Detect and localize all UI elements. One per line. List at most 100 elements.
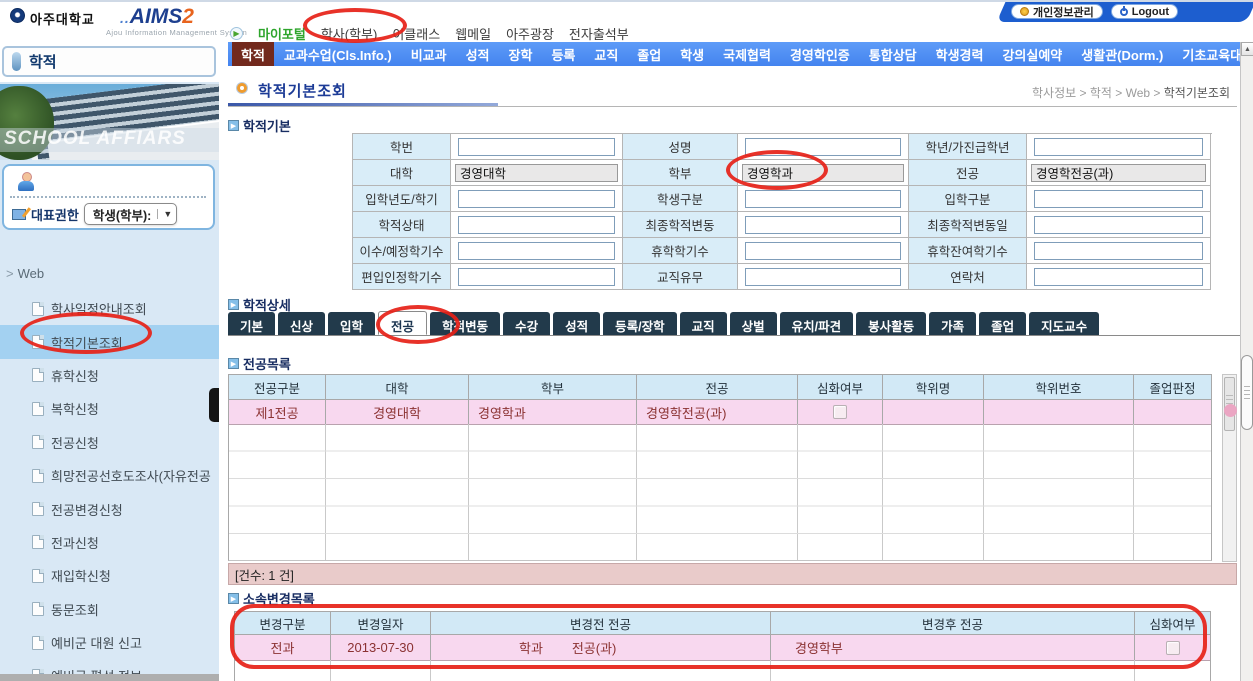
- menubar-item-basic-college[interactable]: 기초교육대학: [1182, 47, 1253, 63]
- sidebar-item-transfer[interactable]: 전과신청: [0, 526, 219, 559]
- university-name[interactable]: 아주대학교: [30, 12, 95, 27]
- sidebar-item-major-change[interactable]: 전공변경신청: [0, 492, 219, 525]
- tab-dispatch[interactable]: 유치/파견: [779, 312, 854, 335]
- top-menu-haksa[interactable]: 학사(학부): [320, 26, 378, 42]
- menubar-item-registration[interactable]: 등록: [551, 47, 576, 63]
- sidebar-bottom-strip: [0, 674, 219, 681]
- top-menu-ajou-plaza[interactable]: 아주광장: [506, 26, 554, 42]
- sidebar-item-record-basic[interactable]: 학적기본조회: [0, 325, 219, 359]
- student-id-input[interactable]: [458, 137, 615, 156]
- sidebar-item-return[interactable]: 복학신청: [0, 392, 219, 425]
- menubar-item-extracurricular[interactable]: 비교과: [410, 47, 447, 63]
- aims-logo-dots: ..: [120, 10, 130, 26]
- document-icon: [32, 335, 44, 350]
- top-menu-eclass[interactable]: 이클래스: [392, 26, 441, 42]
- page-scrollbar[interactable]: ▲: [1240, 42, 1253, 681]
- cell-department: 경영학과: [469, 400, 637, 425]
- grid-scrollbar[interactable]: [1222, 374, 1237, 562]
- tree-root[interactable]: > Web: [6, 266, 44, 281]
- menubar-item-hakjeok[interactable]: 학적: [232, 41, 274, 67]
- tab-courses[interactable]: 수강: [503, 312, 551, 335]
- intensive-checkbox[interactable]: [1165, 640, 1180, 655]
- top-menu-attendance[interactable]: 전자출석부: [568, 26, 629, 42]
- col-header: 대학: [326, 375, 469, 400]
- menubar-item-career[interactable]: 학생경력: [935, 47, 984, 63]
- col-header: 졸업판정: [1134, 375, 1212, 400]
- sidebar-item-readmission[interactable]: 재입학신청: [0, 559, 219, 592]
- tab-basic[interactable]: 기본: [228, 312, 276, 335]
- contact-input[interactable]: [1034, 267, 1203, 286]
- major-input[interactable]: [1031, 163, 1206, 182]
- name-input[interactable]: [745, 137, 901, 156]
- tab-grades[interactable]: 성적: [553, 312, 601, 335]
- last-change-date-input[interactable]: [1034, 215, 1203, 234]
- section-basic-header: ▶ 학적기본: [228, 116, 291, 135]
- last-change-input[interactable]: [745, 215, 901, 234]
- student-type-input[interactable]: [745, 189, 901, 208]
- menubar-item-dorm[interactable]: 생활관(Dorm.): [1081, 47, 1164, 63]
- menubar-item-classes[interactable]: 교과수업(Cls.Info.): [283, 47, 392, 63]
- sidebar-item-calendar[interactable]: 학사일정안내조회: [0, 292, 219, 325]
- menubar-item-counseling[interactable]: 통합상담: [868, 47, 917, 63]
- sidebar-item-leave[interactable]: 휴학신청: [0, 359, 219, 392]
- power-icon: [1119, 5, 1128, 16]
- grade-input[interactable]: [1034, 137, 1203, 156]
- privacy-button[interactable]: 개인정보관리: [1011, 4, 1103, 19]
- form-label: 학년/가진급학년: [909, 134, 1027, 160]
- logout-button[interactable]: Logout: [1110, 4, 1178, 19]
- completed-terms-input[interactable]: [458, 241, 615, 260]
- tab-advisor[interactable]: 지도교수: [1029, 312, 1100, 335]
- menubar-item-room-reserve[interactable]: 강의실예약: [1002, 47, 1063, 63]
- menubar-item-student[interactable]: 학생: [680, 47, 705, 63]
- top-header: 아주대학교 ..AIMS2 Ajou Information Managemen…: [0, 0, 1253, 42]
- sidebar-item-major-apply[interactable]: 전공신청: [0, 426, 219, 459]
- transfer-terms-input[interactable]: [458, 267, 615, 286]
- tab-rewards[interactable]: 상벌: [729, 312, 777, 335]
- department-input[interactable]: [742, 163, 904, 182]
- teaching-cert-input[interactable]: [745, 267, 901, 286]
- sidebar-collapse-handle[interactable]: [209, 388, 219, 422]
- menubar-item-mba-cert[interactable]: 경영학인증: [789, 47, 850, 63]
- tab-personal[interactable]: 신상: [278, 312, 326, 335]
- page-title-icon: [237, 83, 247, 93]
- tab-graduation[interactable]: 졸업: [979, 312, 1027, 335]
- intensive-checkbox[interactable]: [833, 405, 847, 419]
- leave-terms-input[interactable]: [745, 241, 901, 260]
- admission-year-input[interactable]: [458, 189, 615, 208]
- cell-before-major: 학과 전공(과): [431, 635, 771, 661]
- admission-type-input[interactable]: [1034, 189, 1203, 208]
- tab-family[interactable]: 가족: [929, 312, 977, 335]
- menubar-item-grades[interactable]: 성적: [465, 47, 490, 63]
- tab-volunteer[interactable]: 봉사활동: [856, 312, 927, 335]
- aims-logo[interactable]: ..AIMS2: [120, 5, 194, 29]
- chevron-down-icon[interactable]: ▼: [157, 209, 172, 219]
- sidebar-item-reserve-report[interactable]: 예비군 대원 신고: [0, 626, 219, 659]
- remaining-leave-terms-input[interactable]: [1034, 241, 1203, 260]
- menubar-item-scholarship[interactable]: 장학: [508, 47, 533, 63]
- tab-major[interactable]: 전공: [378, 311, 428, 335]
- tree-arrow-icon: >: [6, 266, 14, 281]
- top-menu-myportal[interactable]: 마이포털: [258, 26, 306, 42]
- menubar-item-graduation[interactable]: 졸업: [637, 47, 662, 63]
- menubar-item-international[interactable]: 국제협력: [723, 47, 771, 63]
- cell-intensive: [798, 400, 883, 425]
- tab-record-change[interactable]: 학적변동: [430, 312, 501, 335]
- top-menu-webmail[interactable]: 웹메일: [455, 26, 492, 42]
- sidebar: 학적 SCHOOL AFFIARS 대표권한 학생(학부): ▼ > Web 학사…: [0, 42, 219, 681]
- college-input[interactable]: [455, 163, 618, 182]
- sidebar-item-alumni[interactable]: 동문조회: [0, 593, 219, 626]
- sidebar-item-label: 복학신청: [51, 402, 99, 418]
- page-scrollbar-thumb[interactable]: [1241, 355, 1253, 430]
- section-change-list-header: ▶ 소속변경목록: [228, 589, 315, 608]
- scroll-up-button[interactable]: ▲: [1241, 42, 1253, 56]
- record-status-input[interactable]: [458, 215, 615, 234]
- breadcrumb-current: 학적기본조회: [1163, 86, 1230, 100]
- sidebar-item-major-survey[interactable]: 희망전공선호도조사(자유전공: [0, 459, 219, 492]
- change-table-row[interactable]: 전과 2013-07-30 학과 전공(과) 경영학부: [235, 635, 1211, 661]
- tab-admission[interactable]: 입학: [328, 312, 376, 335]
- menubar-item-teaching[interactable]: 교직: [594, 47, 619, 63]
- tab-registration-scholarship[interactable]: 등록/장학: [603, 312, 677, 335]
- role-select[interactable]: 학생(학부): ▼: [83, 203, 178, 225]
- major-table-row[interactable]: 제1전공 경영대학 경영학과 경영학전공(과): [229, 400, 1212, 425]
- tab-teaching[interactable]: 교직: [679, 312, 727, 335]
